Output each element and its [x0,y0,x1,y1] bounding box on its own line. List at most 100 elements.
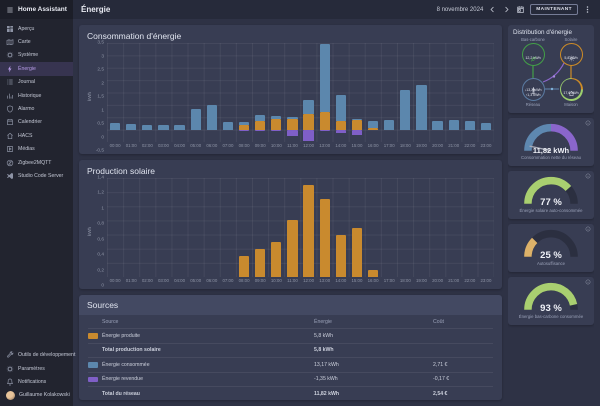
gauge-caption: Autosuffisance [536,261,566,266]
sidebar-item-historique[interactable]: Historique [0,89,73,102]
chart-column [430,178,446,277]
bar-segment-energie-consommee [416,85,427,130]
sidebar-item-medias[interactable]: Médias [0,143,73,156]
media-icon [6,145,14,153]
bar-segment-energie-consommee [367,120,379,129]
bar-segment-production-solaire [367,269,379,277]
info-icon[interactable] [585,120,591,126]
menu-icon[interactable] [6,6,14,14]
chart-column [301,178,317,277]
chart-column [446,43,462,142]
bar-segment-energie-consommee [448,119,459,130]
info-icon[interactable] [585,226,591,232]
bar-segment-energie-consommee [303,99,314,114]
overflow-menu-icon[interactable] [583,5,592,14]
source-cost: 2,54 € [433,390,448,397]
bar-segment-energie-consommee [222,122,234,130]
sidebar-item-energie[interactable]: Énergie [0,62,73,76]
source-name: Total production solaire [102,347,161,354]
chart-plot-area[interactable] [107,178,494,277]
gauge-caption: Énergie bas-carbone consommée [518,314,584,319]
source-name: Énergie consommée [102,361,150,368]
history-icon [6,92,14,100]
content: Consommation d'énergie kWh 3,5 3 2,5 2 1,5 1 0,… [73,19,600,406]
solar-node: 5,8 kWh [559,43,583,66]
source-row-total-du-reseau[interactable]: Total du réseau 11,82 kWh 2,54 € [88,387,493,400]
sidebar-item-apercu[interactable]: Aperçu [0,22,73,35]
production-chart: kWh 1,4 1,2 1 0,8 0,6 0,4 0,2 0 00:00 01:00 02:00 03… [87,176,494,289]
grid-consumed-value: ↓13,2 kWh [524,88,542,93]
info-icon[interactable] [585,173,591,179]
chart-column [139,178,155,277]
source-row-energie-revendue[interactable]: Énergie revendue -1,35 kWh -0,17 € [88,373,493,387]
x-tick: 23:00 [480,143,492,148]
source-row-total-production-solaire[interactable]: Total production solaire 5,8 kWh [88,344,493,359]
sidebar-item-calendrier[interactable]: Calendrier [0,116,73,129]
chart-plot-area[interactable] [107,43,494,142]
y-tick: 0,6 [97,237,104,243]
y-tick: 3 [101,54,104,59]
sidebar-item-notifications[interactable]: Notifications [0,375,73,388]
bar-segment-production-solaire [271,241,282,277]
gauge-dial: 77 % [522,176,580,208]
x-tick: 09:00 [254,278,266,283]
bar-segment-energie-revendue [351,129,363,135]
source-energy: 5,8 kWh [314,347,334,354]
info-icon[interactable] [585,279,591,285]
sidebar-item-label: Historique [18,92,42,99]
x-tick: 19:00 [415,143,427,148]
y-tick: 0,5 [97,121,104,127]
x-tick: 21:00 [448,278,460,283]
bar-segment-energie-solaire-consommee [255,120,266,130]
summary-column: Distribution d'énergie Bas-carbone Solai… [508,25,594,400]
y-tick: 0,2 [97,268,104,274]
y-axis-label: kWh [87,92,92,102]
source-row-energie-produite[interactable]: Énergie produite 5,8 kWh [88,329,493,344]
chart-column [268,43,284,142]
flow-lines [532,62,572,91]
x-tick: 08:00 [238,143,250,148]
bar-segment-energie-consommee [142,125,153,130]
x-tick: 06:00 [206,278,218,283]
previous-date-button[interactable] [488,5,497,14]
sidebar-user[interactable]: Guillaume Kolakowski [0,389,73,402]
x-tick: 11:00 [287,278,298,283]
x-tick: 17:00 [383,143,395,148]
y-tick: 1 [101,206,104,212]
y-tick: 2,5 [97,67,104,73]
x-tick: 07:00 [222,143,234,148]
leaf-icon [530,49,537,62]
vscode-icon [6,172,14,180]
x-tick: 14:00 [335,143,347,148]
charts-column: Consommation d'énergie kWh 3,5 3 2,5 2 1,5 1 0,… [79,25,502,400]
calendar-picker-icon[interactable] [516,5,525,14]
bar-segment-energie-consommee [109,123,121,130]
bar-segment-energie-solaire-consommee [351,119,363,130]
bar-segment-energie-consommee [400,90,411,130]
bar-segment-energie-revendue [287,129,298,137]
sidebar-item-alarmo[interactable]: Alarmo [0,102,73,115]
chart-column [252,43,268,142]
x-tick: 20:00 [432,278,444,283]
x-tick: 11:00 [287,143,298,148]
sidebar-item-parametres[interactable]: Paramètres [0,362,73,375]
x-tick: 20:00 [432,143,444,148]
next-date-button[interactable] [502,5,511,14]
sidebar-item-carte[interactable]: Carte [0,35,73,48]
x-tick: 21:00 [448,143,460,148]
shield-icon [6,105,14,113]
sidebar-item-journal[interactable]: Journal [0,76,73,89]
sidebar-item-zigbee2mqtt[interactable]: Zigbee2MQTT [0,156,73,169]
sidebar-item-hacs[interactable]: HACS [0,129,73,142]
legend-swatch [88,376,98,382]
sources-card: Sources Source Énergie Coût Énergie produit… [79,295,502,400]
sidebar-item-studio-code-server[interactable]: Studio Code Server [0,169,73,182]
sidebar-item-outils-de-developpement[interactable]: Outils de développement [0,348,75,361]
bar-segment-energie-consommee [480,123,492,130]
chart-column [123,43,139,142]
source-row-energie-consommee[interactable]: Énergie consommée 13,17 kWh 2,71 € [88,358,493,373]
x-tick: 07:00 [222,278,234,283]
sidebar-item-systeme[interactable]: Système [0,49,73,62]
now-button[interactable]: MAINTENANT [530,4,578,15]
